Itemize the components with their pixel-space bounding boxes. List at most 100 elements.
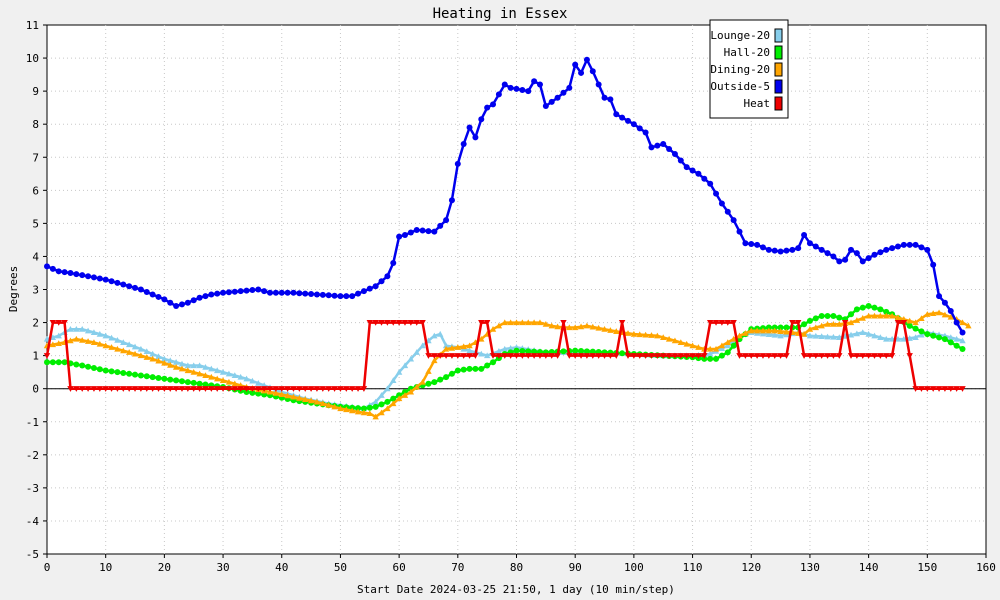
data-point: [648, 332, 655, 338]
data-point: [49, 320, 57, 326]
data-point: [836, 353, 843, 359]
data-point: [589, 323, 596, 330]
data-point: [161, 355, 168, 362]
data-point: [742, 353, 749, 359]
data-point: [818, 333, 825, 340]
data-point: [777, 324, 784, 331]
data-point: [196, 380, 203, 387]
data-point: [55, 332, 62, 339]
data-point: [149, 355, 156, 362]
data-point: [566, 84, 573, 91]
data-point: [384, 273, 391, 280]
data-point: [372, 403, 379, 410]
data-point: [959, 386, 966, 392]
data-point: [278, 391, 285, 398]
data-point: [812, 315, 819, 322]
data-point: [636, 125, 643, 132]
data-point: [877, 334, 884, 341]
data-point: [143, 288, 150, 295]
data-point: [349, 293, 356, 300]
data-point: [337, 405, 344, 412]
data-point: [947, 334, 954, 341]
data-point: [55, 320, 62, 326]
data-point: [701, 355, 708, 362]
data-point: [478, 116, 485, 123]
data-point: [413, 226, 420, 233]
data-point: [577, 323, 585, 330]
data-point: [114, 336, 121, 343]
data-point: [583, 322, 591, 329]
data-point: [795, 320, 802, 326]
data-point: [789, 320, 796, 326]
data-point: [824, 321, 831, 327]
data-point: [495, 353, 503, 359]
data-point: [607, 96, 614, 103]
data-point: [759, 244, 766, 251]
data-point: [490, 101, 497, 108]
data-point: [542, 321, 550, 327]
data-point: [126, 283, 133, 290]
data-point: [665, 353, 673, 359]
data-point: [771, 353, 778, 359]
data-point: [202, 293, 209, 300]
data-point: [126, 370, 133, 377]
data-point: [572, 347, 579, 354]
data-point: [454, 353, 462, 359]
data-point: [67, 325, 74, 332]
data-point: [830, 321, 837, 327]
data-point: [818, 322, 825, 329]
data-point: [613, 111, 620, 118]
data-point: [566, 353, 573, 359]
data-point: [360, 409, 368, 416]
data-point: [519, 353, 526, 359]
data-point: [495, 322, 503, 329]
data-point: [812, 243, 819, 250]
data-point: [79, 362, 86, 369]
data-point: [806, 332, 814, 339]
data-point: [125, 341, 133, 348]
data-point: [595, 353, 602, 359]
data-point: [331, 292, 338, 299]
data-point: [900, 335, 908, 342]
data-point: [61, 359, 68, 366]
data-point: [836, 334, 843, 341]
data-point: [953, 319, 960, 326]
data-point: [677, 339, 685, 345]
series-layer: [43, 56, 972, 420]
data-point: [865, 255, 872, 262]
y-tick-label: 6: [32, 184, 39, 197]
data-point: [507, 344, 514, 351]
data-point: [906, 335, 913, 341]
data-point: [155, 353, 162, 360]
data-point: [184, 386, 192, 392]
data-point: [172, 359, 180, 365]
data-point: [243, 375, 250, 382]
data-point: [771, 247, 778, 254]
data-point: [683, 164, 690, 171]
data-point: [806, 317, 813, 324]
data-point: [613, 353, 620, 359]
data-point: [44, 263, 50, 270]
data-point: [677, 157, 684, 164]
data-point: [718, 200, 725, 207]
data-point: [783, 353, 790, 359]
data-point: [607, 353, 614, 359]
legend-swatch: [774, 79, 783, 94]
data-point: [847, 353, 855, 359]
data-point: [941, 386, 949, 392]
data-point: [771, 331, 778, 338]
data-point: [513, 319, 520, 326]
data-point: [190, 386, 197, 392]
data-point: [431, 379, 438, 386]
data-point: [824, 312, 831, 319]
data-point: [753, 353, 761, 359]
data-point: [513, 347, 520, 354]
y-tick-label: 3: [32, 284, 39, 297]
data-point: [630, 330, 638, 337]
data-point: [466, 124, 473, 131]
data-point: [143, 373, 150, 380]
legend-label: Hall-20: [724, 46, 770, 59]
data-point: [548, 353, 555, 359]
data-point: [190, 379, 197, 386]
data-point: [571, 324, 579, 331]
